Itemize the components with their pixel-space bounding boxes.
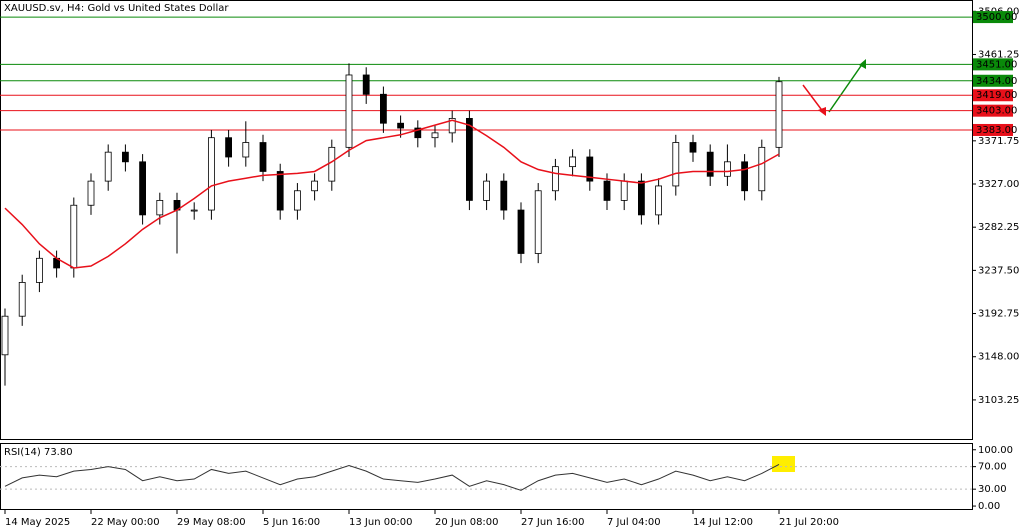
candle-body <box>104 151 112 182</box>
candle-body <box>414 127 422 139</box>
candle-body <box>362 74 370 95</box>
chart-title: XAUUSD.sv, H4: Gold vs United States Dol… <box>4 3 229 14</box>
candle-body <box>655 185 662 216</box>
candle-body <box>190 209 198 212</box>
candle-body <box>379 93 387 124</box>
y-tick-label: 30.00 <box>978 484 1007 495</box>
candle-body <box>638 180 645 216</box>
candle-body <box>689 142 697 153</box>
y-tick-label: 100.00 <box>978 445 1013 456</box>
level-tag <box>973 58 1013 71</box>
candle-body <box>207 137 215 211</box>
y-tick-label: 3461.25 <box>978 49 1019 60</box>
level-tag <box>973 89 1013 102</box>
candle-body <box>724 161 731 177</box>
level-label: 3434.00 <box>976 76 1017 87</box>
candle-body <box>225 137 233 158</box>
candle-body <box>139 161 147 216</box>
y-tick-label: 70.00 <box>978 462 1007 473</box>
candle-body <box>293 190 301 211</box>
y-tick-label: 3192.75 <box>978 309 1019 320</box>
candle-body <box>448 117 456 134</box>
rsi-title: RSI(14) 73.80 <box>4 447 73 458</box>
candle-body <box>741 161 748 192</box>
x-tick-label: 27 Jun 16:00 <box>521 517 585 528</box>
candle-body <box>87 180 95 206</box>
level-label: 3383.00 <box>976 125 1017 136</box>
candle-body <box>122 151 129 163</box>
candle-body <box>431 132 439 139</box>
candle-body <box>534 190 542 254</box>
candle-body <box>1 315 9 356</box>
level-label: 3451.00 <box>976 59 1017 70</box>
x-tick-label: 14 Jul 12:00 <box>693 517 753 528</box>
level-label: 3403.00 <box>976 106 1017 117</box>
candle-body <box>345 74 353 148</box>
x-tick-label: 21 Jul 20:00 <box>779 517 839 528</box>
candle-body <box>18 282 26 317</box>
y-tick-label: 3282.25 <box>978 222 1019 233</box>
candle-body <box>465 117 473 201</box>
candle-body <box>672 142 680 187</box>
highlight <box>772 456 795 472</box>
candle-body <box>397 122 405 129</box>
candle-body <box>500 180 508 211</box>
x-tick-label: 22 May 00:00 <box>91 517 160 528</box>
level-label: 3500.00 <box>976 12 1017 23</box>
x-tick-label: 7 Jul 04:00 <box>607 517 661 528</box>
price-panel <box>0 0 973 440</box>
level-tag <box>973 104 1013 117</box>
candle-body <box>603 180 611 201</box>
candle-body <box>276 171 284 211</box>
candle-body <box>242 142 250 158</box>
candle-body <box>36 257 43 283</box>
level-tag <box>973 123 1013 136</box>
x-tick-label: 29 May 08:00 <box>177 517 246 528</box>
x-tick-label: 20 Jun 08:00 <box>435 517 499 528</box>
y-tick-label: 3371.75 <box>978 136 1019 147</box>
moving-average <box>4 119 780 269</box>
level-tag <box>973 74 1013 87</box>
candle-body <box>569 156 576 168</box>
candle-body <box>620 180 628 201</box>
x-tick-label: 13 Jun 00:00 <box>349 517 413 528</box>
y-tick-label: 0.00 <box>978 501 1000 512</box>
rsi-line <box>4 463 780 491</box>
y-tick-label: 3103.25 <box>978 395 1019 406</box>
candle-body <box>259 142 267 172</box>
candle-body <box>758 146 766 192</box>
candle-body <box>706 151 714 177</box>
candle-body <box>552 166 559 192</box>
level-tag <box>973 11 1013 24</box>
y-tick-label: 3237.50 <box>978 265 1019 276</box>
candle-body <box>517 209 525 254</box>
candle-body <box>70 204 78 269</box>
x-tick-label: 5 Jun 16:00 <box>263 517 320 528</box>
level-label: 3419.00 <box>976 90 1017 101</box>
candle-body <box>586 156 594 182</box>
rsi-panel <box>0 443 973 510</box>
y-tick-label: 3148.00 <box>978 352 1019 363</box>
candle-body <box>311 180 319 192</box>
x-tick-label: 14 May 2025 <box>5 517 70 528</box>
candle-body <box>483 180 491 201</box>
candle-body <box>328 146 336 182</box>
candle-body <box>775 81 783 148</box>
candle-body <box>156 200 164 216</box>
y-tick-label: 3327.00 <box>978 179 1019 190</box>
arrows <box>802 59 866 116</box>
